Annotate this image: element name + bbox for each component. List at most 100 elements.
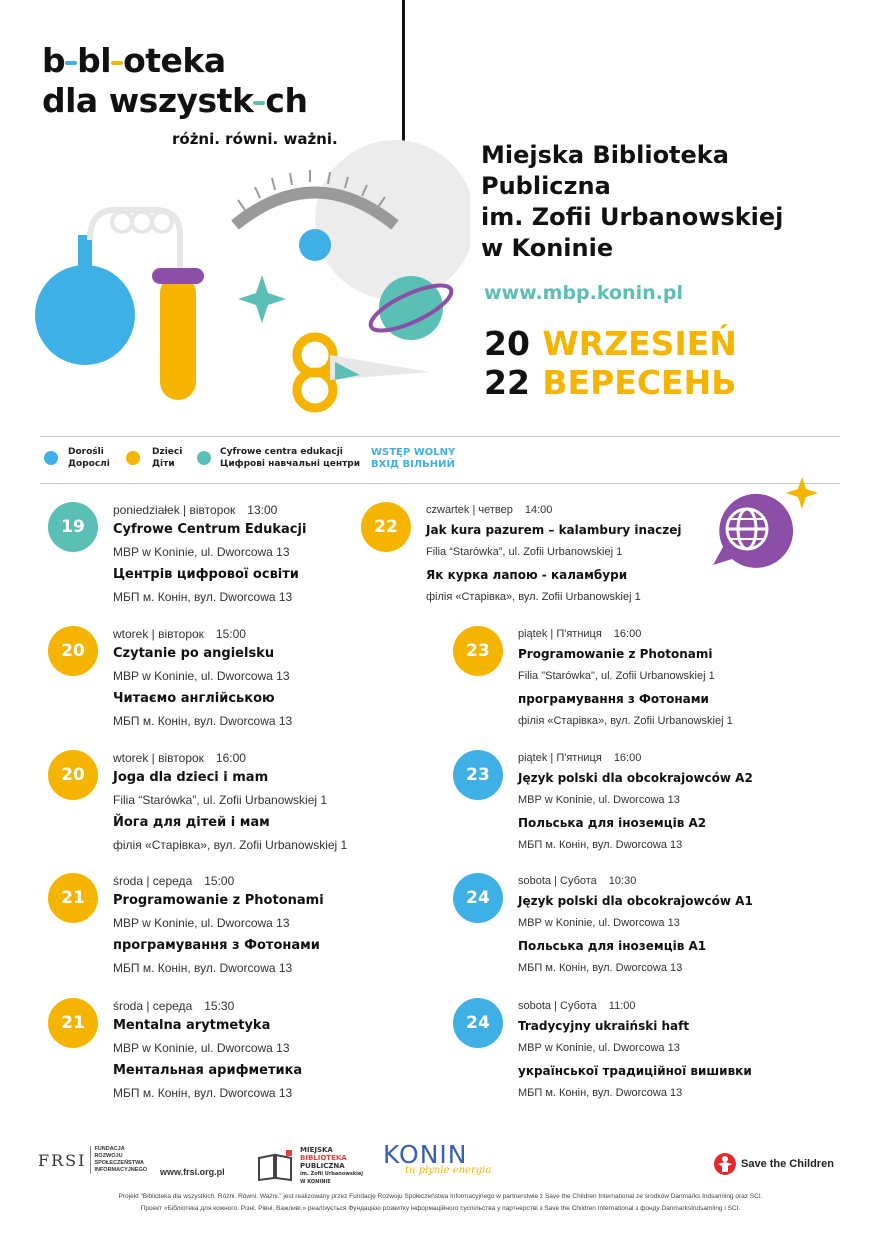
logo-line-2: dla wszystk ch bbox=[42, 81, 308, 120]
event-meta: sobota | Субота 10:30 bbox=[518, 873, 848, 889]
event-meta: czwartek | четвер 14:00 bbox=[426, 502, 756, 518]
free-entry-pl: WSTĘP WOLNY bbox=[371, 447, 456, 458]
day-badge: 23 bbox=[453, 750, 503, 800]
divider-line bbox=[402, 0, 405, 145]
event-meta: wtorek | вівторок 16:00 bbox=[113, 750, 443, 766]
date-num-ua: 22 bbox=[484, 363, 530, 402]
event-location-ua: МБП м. Конін, вул. Dworcowa 13 bbox=[113, 961, 293, 975]
event-location-pl: MBP w Koninie, ul. Dworcowa 13 bbox=[518, 917, 680, 929]
event-meta: sobota | Субота 11:00 bbox=[518, 998, 848, 1014]
site-logo: b bl oteka dla wszystk ch bbox=[42, 44, 308, 120]
event-weekday: wtorek | вівторок bbox=[113, 751, 204, 765]
day-badge: 24 bbox=[453, 998, 503, 1048]
legend-adults: Dorośli Дорослі bbox=[44, 446, 110, 470]
library-name-line-1: Miejska Biblioteka bbox=[481, 141, 729, 169]
event-title-ua: Читаємо англійською bbox=[113, 691, 275, 706]
logo-dot-teal bbox=[253, 100, 266, 105]
event-time: 13:00 bbox=[247, 503, 278, 517]
event-meta: poniedziałek | вівторок 13:00 bbox=[113, 502, 443, 518]
sparkle-icon bbox=[238, 275, 286, 323]
event-location-ua: філія «Старівка», вул. Zofii Urbanowskie… bbox=[518, 715, 733, 727]
event-title-pl: Tradycyjny ukraiński haft bbox=[518, 1019, 690, 1033]
event-time: 15:00 bbox=[204, 874, 235, 888]
event-title-ua: Ментальная арифметика bbox=[113, 1063, 303, 1078]
logo-text-d: dla wszystk bbox=[42, 81, 254, 120]
legend-digital: Cyfrowe centra edukacji Цифрові навчальн… bbox=[197, 446, 360, 470]
logo-text-a: b bbox=[42, 41, 66, 80]
frsi-subtitle: FUNDACJA ROZWOJU SPOŁECZEŃSTWA INFORMACY… bbox=[90, 1146, 147, 1174]
eye-pupil bbox=[299, 229, 331, 261]
event-weekday: czwartek | четвер bbox=[426, 504, 513, 516]
day-badge: 20 bbox=[48, 626, 98, 676]
logo-text-e: ch bbox=[265, 81, 308, 120]
event-time: 15:30 bbox=[204, 999, 235, 1013]
globe-chat-icon bbox=[713, 477, 818, 568]
footer-note-ua: Проект «Бібліотека для кожного. Різні. Р… bbox=[140, 1205, 741, 1212]
library-logo-line: PUBLICZNA bbox=[300, 1162, 345, 1170]
logo-line-1: b bl oteka bbox=[42, 44, 307, 77]
logo-dot-yellow bbox=[111, 60, 124, 65]
planet-icon bbox=[379, 276, 443, 340]
legend-label-ua: Дорослі bbox=[68, 459, 110, 469]
day-badge: 23 bbox=[453, 626, 503, 676]
event-title-ua: Польська для іноземців A2 bbox=[518, 816, 707, 830]
free-entry: WSTĘP WOLNY ВХІД ВІЛЬНИЙ bbox=[371, 447, 455, 471]
date-word-pl: WRZESIEŃ bbox=[542, 324, 737, 363]
library-name-line-4: w Koninie bbox=[481, 234, 614, 262]
event-title-pl: Język polski dla obcokrajowców A1 bbox=[518, 894, 753, 908]
event-location-ua: МБП м. Конін, вул. Dworcowa 13 bbox=[518, 1087, 683, 1099]
legend-label-ua: Цифрові навчальні центри bbox=[220, 459, 361, 469]
frsi-text: FRSI bbox=[38, 1150, 87, 1170]
frsi-url[interactable]: www.frsi.org.pl bbox=[160, 1167, 225, 1177]
logo-text-c: oteka bbox=[123, 41, 226, 80]
day-badge: 21 bbox=[48, 873, 98, 923]
event-location-pl: Filia "Starówka", ul. Zofii Urbanowskiej… bbox=[518, 670, 715, 682]
event-weekday: środa | середа bbox=[113, 999, 193, 1013]
save-the-children-logo: Save the Children bbox=[713, 1152, 834, 1176]
event-location-ua: МБП м. Конін, вул. Dworcowa 13 bbox=[518, 839, 683, 851]
event-location-pl: Filia “Starówka”, ul. Zofii Urbanowskiej… bbox=[426, 546, 623, 558]
legend-children: Dzieci Діти bbox=[126, 446, 182, 470]
legend-dot-digital bbox=[197, 451, 211, 465]
event-title-pl: Programowanie z Photonami bbox=[113, 893, 324, 908]
slogan: różni. równi. ważni. bbox=[172, 130, 338, 148]
event-location-ua: МБП м. Конін, вул. Dworcowa 13 bbox=[518, 962, 683, 974]
library-name-line-2: Publiczna bbox=[481, 172, 611, 200]
frsi-sub-line: INFORMACYJNEGO bbox=[94, 1167, 147, 1173]
day-badge: 21 bbox=[48, 998, 98, 1048]
event-time: 16:00 bbox=[613, 628, 642, 640]
legend-label-pl: Dzieci bbox=[152, 447, 183, 457]
event-time: 16:00 bbox=[613, 752, 642, 764]
event-weekday: wtorek | вівторок bbox=[113, 627, 204, 641]
event-location-pl: MBP w Koninie, ul. Dworcowa 13 bbox=[113, 1041, 290, 1055]
legend-dot-children bbox=[126, 451, 140, 465]
date-row-ua: 22 ВЕРЕСЕНЬ bbox=[484, 366, 737, 399]
event-meta: piątek | П'ятниця 16:00 bbox=[518, 626, 848, 642]
event-weekday: piątek | П'ятниця bbox=[518, 628, 602, 640]
frsi-sub-line: FUNDACJA bbox=[94, 1146, 125, 1152]
event-location-pl: MBP w Koninie, ul. Dworcowa 13 bbox=[113, 916, 290, 930]
event-title-pl: Język polski dla obcokrajowców A2 bbox=[518, 771, 753, 785]
library-url[interactable]: www.mbp.konin.pl bbox=[484, 282, 683, 304]
day-badge: 19 bbox=[48, 502, 98, 552]
library-logo-line: W KONINIE bbox=[300, 1179, 331, 1185]
event-time: 15:00 bbox=[215, 627, 246, 641]
event-title-pl: Mentalna arytmetyka bbox=[113, 1018, 271, 1033]
legend-dot-adults bbox=[44, 451, 58, 465]
event-title-pl: Jak kura pazurem – kalambury inaczej bbox=[426, 523, 682, 537]
save-the-children-text: Save the Children bbox=[741, 1158, 834, 1170]
event-meta: piątek | П'ятниця 16:00 bbox=[518, 750, 848, 766]
event-weekday: sobota | Субота bbox=[518, 875, 597, 887]
legend-label-pl: Dorośli bbox=[68, 447, 104, 457]
test-tube-icon bbox=[160, 275, 196, 400]
date-row-pl: 20 WRZESIEŃ bbox=[484, 327, 737, 360]
footer-note: Projekt “Biblioteka dla wszystkich. Różn… bbox=[20, 1192, 861, 1214]
event-weekday: środa | середа bbox=[113, 874, 193, 888]
day-badge: 22 bbox=[361, 502, 411, 552]
event-location-ua: МБП м. Конін, вул. Dworcowa 13 bbox=[113, 590, 293, 604]
divider-bottom bbox=[40, 483, 840, 484]
event-weekday: sobota | Субота bbox=[518, 1000, 597, 1012]
event-title-ua: програмування з Фотонами bbox=[113, 938, 320, 953]
event-meta: środa | середа 15:30 bbox=[113, 998, 443, 1014]
event-title-ua: української традиційної вишивки bbox=[518, 1064, 752, 1078]
